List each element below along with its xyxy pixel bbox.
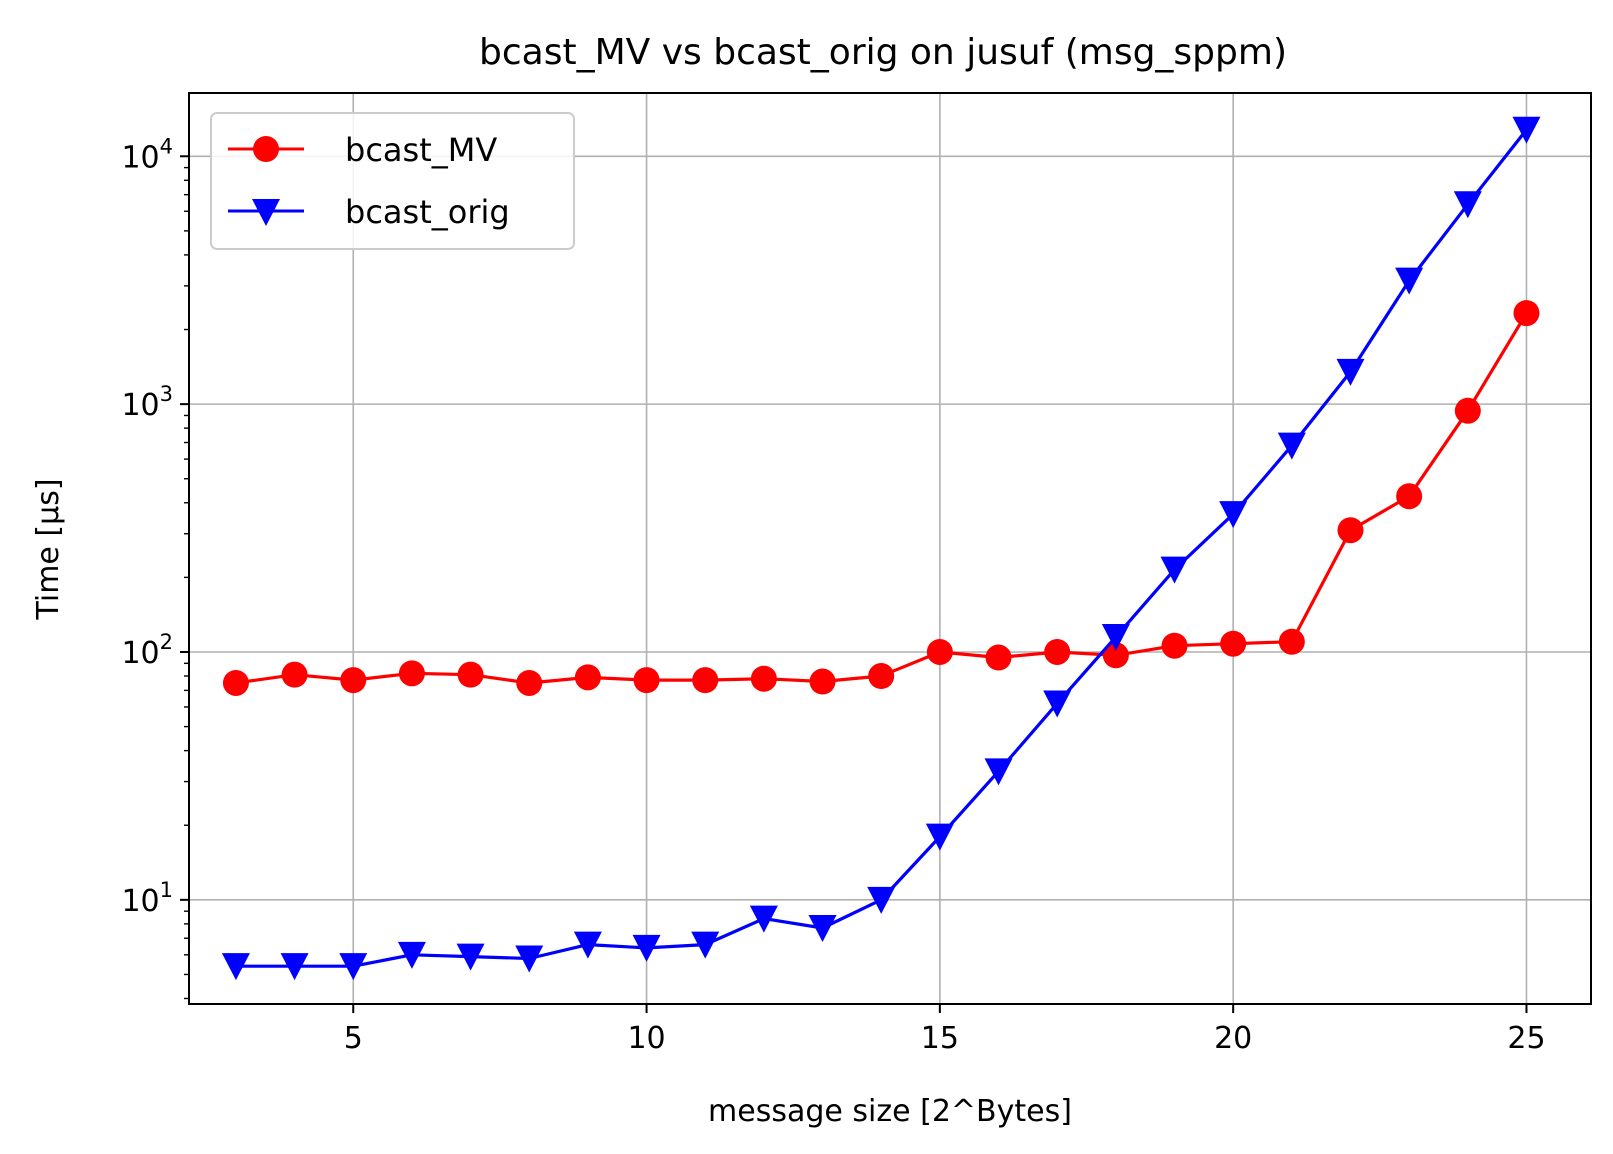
legend-marker-bcast-orig — [252, 199, 280, 226]
y-tick-label-base: 10 — [121, 140, 159, 175]
data-point-bcast-mv — [398, 660, 425, 687]
legend-marker-bcast-mv — [253, 136, 279, 162]
data-point-bcast-mv — [222, 669, 249, 696]
legend: bcast_MV bcast_orig — [210, 112, 575, 250]
x-axis-label: message size [2^Bytes] — [708, 1094, 1072, 1129]
data-point-bcast-mv — [1454, 397, 1481, 424]
data-point-bcast-orig — [925, 823, 954, 851]
data-point-bcast-mv — [985, 644, 1012, 671]
data-point-bcast-mv — [809, 668, 836, 695]
data-point-bcast-orig — [632, 934, 661, 962]
y-tick-label: 103 — [121, 382, 173, 423]
data-point-bcast-orig — [691, 931, 720, 959]
data-point-bcast-orig — [456, 943, 485, 971]
data-point-bcast-mv — [692, 667, 719, 694]
x-tick-label: 20 — [1214, 1021, 1252, 1056]
data-point-bcast-orig — [221, 953, 250, 981]
y-tick-label-exponent: 1 — [160, 878, 173, 902]
data-point-bcast-orig — [808, 914, 837, 942]
data-point-bcast-orig — [1336, 358, 1365, 386]
data-point-bcast-mv — [340, 667, 367, 694]
data-point-bcast-orig — [867, 886, 896, 914]
x-tick-label: 10 — [627, 1021, 665, 1056]
data-point-bcast-orig — [1277, 432, 1306, 460]
legend-label-bcast-orig: bcast_orig — [345, 193, 510, 231]
y-tick-label: 102 — [121, 630, 173, 671]
data-point-bcast-orig — [984, 758, 1013, 786]
data-point-bcast-orig — [280, 953, 309, 981]
data-point-bcast-mv — [750, 665, 777, 692]
legend-label-bcast-mv: bcast_MV — [345, 131, 497, 169]
data-point-bcast-orig — [339, 953, 368, 981]
series-layer — [221, 116, 1541, 981]
y-tick-label-exponent: 3 — [160, 382, 173, 406]
y-tick-label-base: 10 — [121, 636, 159, 671]
y-tick-label-base: 10 — [121, 388, 159, 423]
data-point-bcast-mv — [868, 663, 895, 690]
data-point-bcast-orig — [1160, 556, 1189, 584]
data-point-bcast-orig — [1453, 191, 1482, 219]
data-point-bcast-mv — [1102, 642, 1129, 669]
data-point-bcast-orig — [397, 941, 426, 969]
data-point-bcast-mv — [516, 669, 543, 696]
legend-box — [210, 112, 575, 250]
data-point-bcast-orig — [749, 905, 778, 933]
y-axis-label: Time [µs] — [31, 478, 66, 620]
data-point-bcast-orig — [1219, 501, 1248, 529]
data-point-bcast-orig — [573, 931, 602, 959]
y-tick-label: 104 — [121, 134, 173, 175]
data-point-bcast-mv — [457, 661, 484, 688]
x-tick-label: 5 — [344, 1021, 363, 1056]
y-tick-label: 101 — [121, 878, 173, 919]
data-point-bcast-mv — [1220, 630, 1247, 657]
data-point-bcast-orig — [1043, 690, 1072, 718]
data-point-bcast-mv — [1044, 638, 1071, 665]
x-tick-label: 25 — [1507, 1021, 1545, 1056]
y-tick-label-exponent: 4 — [160, 134, 173, 158]
plot-frame — [188, 92, 1592, 1005]
y-tick-label-base: 10 — [121, 884, 159, 919]
y-tick-label-exponent: 2 — [160, 630, 173, 654]
data-point-bcast-mv — [574, 664, 601, 691]
data-point-bcast-mv — [1513, 300, 1540, 327]
data-point-bcast-mv — [1396, 483, 1423, 510]
data-point-bcast-orig — [515, 945, 544, 973]
data-point-bcast-orig — [1512, 116, 1541, 144]
data-point-bcast-mv — [926, 638, 953, 665]
x-tick-label: 15 — [921, 1021, 959, 1056]
data-point-bcast-mv — [1278, 628, 1305, 655]
data-point-bcast-orig — [1101, 623, 1130, 651]
data-point-bcast-mv — [1337, 517, 1364, 544]
chart-title: bcast_MV vs bcast_orig on jusuf (msg_spp… — [479, 32, 1287, 73]
data-point-bcast-mv — [633, 667, 660, 694]
data-point-bcast-mv — [1161, 632, 1188, 659]
data-point-bcast-orig — [1395, 267, 1424, 295]
data-point-bcast-mv — [281, 661, 308, 688]
